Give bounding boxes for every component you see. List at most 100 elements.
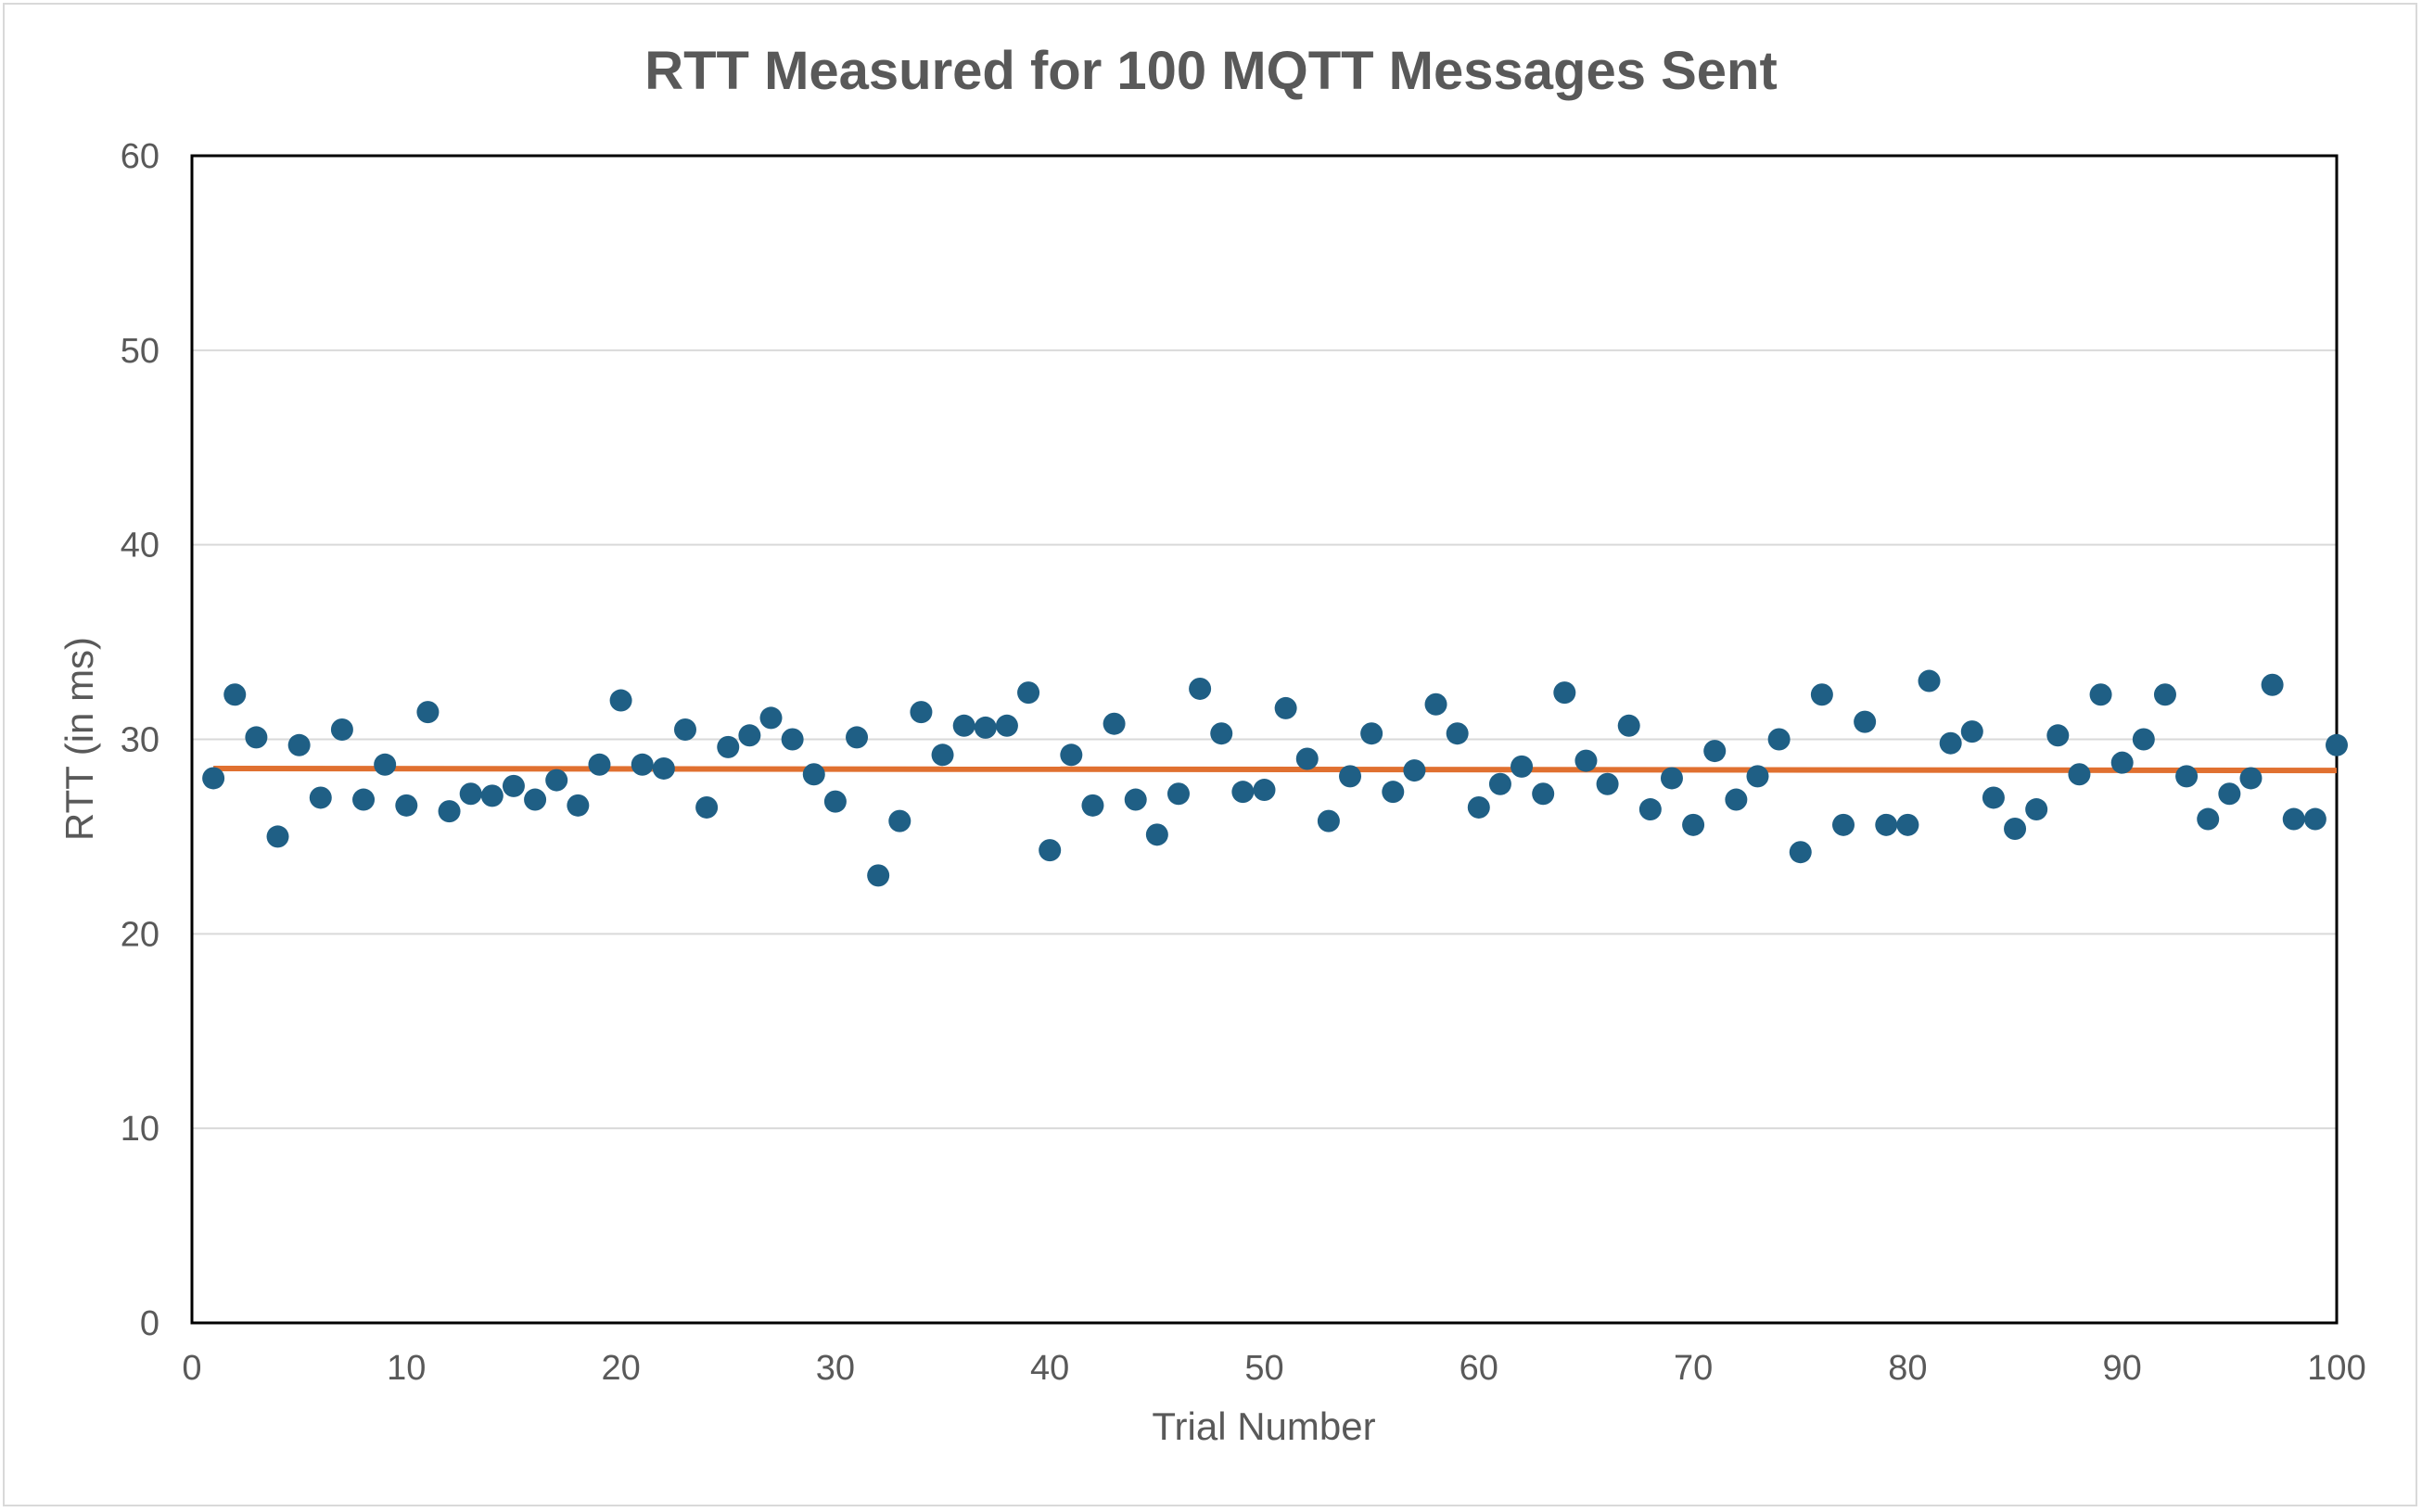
data-point-30	[823, 790, 847, 813]
y-tick-label-50: 50	[121, 332, 159, 371]
data-point-16	[524, 788, 547, 811]
data-point-62	[1511, 755, 1534, 778]
data-point-18	[567, 794, 590, 817]
y-tick-label-0: 0	[140, 1304, 159, 1343]
data-point-93	[2175, 765, 2199, 788]
data-point-65	[1574, 749, 1598, 772]
data-point-25	[717, 735, 740, 758]
data-point-6	[309, 786, 332, 809]
data-point-47	[1189, 677, 1212, 700]
data-point-38	[995, 714, 1018, 737]
data-point-39	[1017, 681, 1040, 705]
data-point-92	[2153, 683, 2176, 706]
data-point-3	[245, 726, 268, 749]
data-point-83	[1960, 720, 1983, 743]
data-point-86	[2025, 798, 2048, 821]
x-axis-title: Trial Number	[1152, 1404, 1375, 1448]
data-point-9	[374, 753, 397, 776]
data-point-75	[1789, 841, 1812, 864]
data-point-56	[1382, 781, 1405, 804]
chart-title: RTT Measured for 100 MQTT Messages Sent	[644, 41, 1778, 101]
data-point-40	[1039, 839, 1062, 862]
data-point-87	[2046, 724, 2070, 747]
data-point-27	[759, 706, 783, 730]
data-point-22	[652, 756, 675, 780]
data-point-91	[2132, 728, 2155, 751]
data-point-72	[1725, 788, 1748, 811]
data-point-20	[609, 689, 632, 712]
data-point-63	[1532, 782, 1555, 806]
x-tick-label-50: 50	[1244, 1349, 1283, 1388]
data-point-24	[695, 795, 719, 819]
data-point-21	[631, 753, 654, 776]
data-point-59	[1446, 722, 1469, 745]
y-axis-title: RTT (in ms)	[57, 637, 101, 841]
data-point-48	[1210, 722, 1233, 745]
data-point-97	[2261, 673, 2284, 696]
data-point-53	[1317, 809, 1340, 832]
data-point-10	[395, 794, 418, 817]
data-point-54	[1339, 765, 1362, 788]
data-point-71	[1703, 740, 1727, 763]
y-tick-label-40: 40	[121, 527, 159, 565]
data-point-57	[1403, 759, 1426, 782]
data-point-84	[1982, 786, 2005, 809]
data-point-2	[223, 683, 247, 706]
data-point-76	[1810, 683, 1833, 706]
data-point-42	[1081, 794, 1104, 817]
gridlines	[192, 349, 2337, 1130]
data-point-46	[1166, 782, 1190, 806]
data-point-61	[1488, 772, 1511, 795]
data-point-74	[1767, 728, 1791, 751]
data-point-32	[867, 864, 890, 887]
data-point-81	[1918, 669, 1941, 692]
x-tick-label-10: 10	[387, 1349, 426, 1388]
data-point-68	[1638, 798, 1662, 821]
data-point-12	[438, 800, 461, 823]
y-tick-label-10: 10	[121, 1110, 159, 1149]
data-point-55	[1360, 722, 1383, 745]
data-point-36	[952, 714, 975, 737]
data-points	[202, 669, 2348, 887]
data-point-89	[2089, 683, 2112, 706]
data-point-78	[1854, 710, 1877, 733]
trendline	[213, 765, 2338, 774]
x-tick-label-80: 80	[1888, 1349, 1927, 1388]
data-point-31	[846, 726, 869, 749]
chart-area	[3, 3, 2417, 1506]
data-point-43	[1103, 712, 1126, 735]
data-point-37	[974, 716, 997, 739]
data-point-70	[1682, 813, 1705, 836]
data-point-52	[1295, 747, 1319, 770]
data-point-79	[1875, 813, 1898, 836]
data-point-69	[1660, 767, 1683, 790]
x-tick-label-20: 20	[601, 1349, 640, 1388]
y-axis-tick-labels: 0 10 20 30 40 50 60	[121, 137, 159, 1343]
x-tick-label-0: 0	[182, 1349, 201, 1388]
data-point-26	[738, 724, 761, 747]
data-point-96	[2239, 767, 2263, 790]
x-tick-label-30: 30	[816, 1349, 855, 1388]
data-point-33	[888, 809, 911, 832]
x-tick-label-60: 60	[1460, 1349, 1498, 1388]
data-point-19	[588, 753, 611, 776]
data-point-60	[1467, 795, 1490, 819]
x-tick-label-90: 90	[2103, 1349, 2142, 1388]
data-point-58	[1424, 692, 1447, 716]
data-point-34	[910, 701, 933, 724]
x-tick-label-70: 70	[1674, 1349, 1713, 1388]
data-point-82	[1939, 731, 1962, 755]
data-point-4	[266, 825, 289, 848]
x-tick-label-100: 100	[2307, 1349, 2365, 1388]
data-point-98	[2282, 807, 2305, 831]
data-point-15	[502, 774, 525, 797]
data-point-64	[1553, 681, 1576, 705]
data-point-44	[1124, 788, 1147, 811]
data-point-23	[673, 718, 696, 742]
data-point-99	[2303, 807, 2326, 831]
data-point-77	[1832, 813, 1855, 836]
data-point-95	[2218, 782, 2241, 806]
data-point-50	[1253, 779, 1276, 802]
data-point-35	[931, 743, 954, 767]
x-tick-label-40: 40	[1030, 1349, 1069, 1388]
